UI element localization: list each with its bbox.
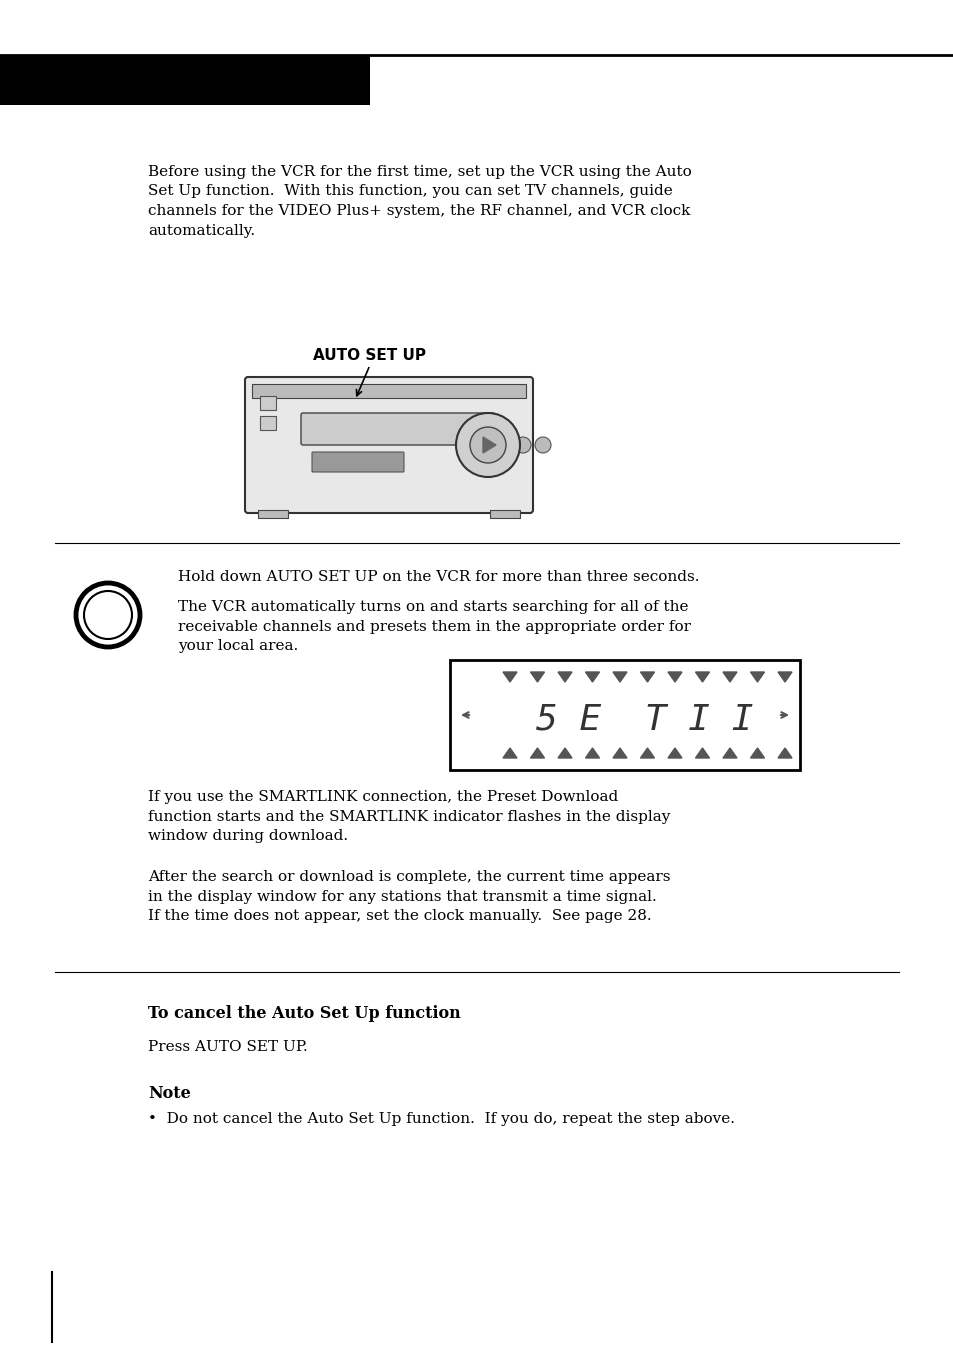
Polygon shape <box>613 748 626 758</box>
Polygon shape <box>750 748 763 758</box>
Bar <box>490 510 519 518</box>
Bar <box>450 660 800 771</box>
Text: The VCR automatically turns on and starts searching for all of the
receivable ch: The VCR automatically turns on and start… <box>178 600 690 653</box>
Text: •  Do not cancel the Auto Set Up function.  If you do, repeat the step above.: • Do not cancel the Auto Set Up function… <box>148 1111 734 1126</box>
Bar <box>257 510 288 518</box>
Bar <box>260 416 275 430</box>
Text: Press AUTO SET UP.: Press AUTO SET UP. <box>148 1040 308 1055</box>
Polygon shape <box>722 748 737 758</box>
Polygon shape <box>695 672 709 681</box>
Polygon shape <box>502 748 517 758</box>
Polygon shape <box>530 748 544 758</box>
Polygon shape <box>502 672 517 681</box>
Text: To cancel the Auto Set Up function: To cancel the Auto Set Up function <box>148 1005 460 1022</box>
Text: After the search or download is complete, the current time appears
in the displa: After the search or download is complete… <box>148 869 670 923</box>
FancyBboxPatch shape <box>245 377 533 512</box>
Polygon shape <box>482 437 496 453</box>
Text: Note: Note <box>148 1086 191 1102</box>
Polygon shape <box>750 672 763 681</box>
Bar <box>0 55 370 105</box>
Polygon shape <box>667 748 681 758</box>
Circle shape <box>470 427 505 462</box>
Circle shape <box>76 583 140 648</box>
Polygon shape <box>695 748 709 758</box>
Polygon shape <box>639 672 654 681</box>
Bar <box>260 396 275 410</box>
Bar <box>252 384 525 397</box>
Polygon shape <box>613 672 626 681</box>
Polygon shape <box>558 672 572 681</box>
Polygon shape <box>530 672 544 681</box>
Polygon shape <box>639 748 654 758</box>
FancyBboxPatch shape <box>301 412 495 445</box>
Circle shape <box>515 437 531 453</box>
FancyBboxPatch shape <box>312 452 403 472</box>
Circle shape <box>495 437 511 453</box>
Polygon shape <box>558 748 572 758</box>
Text: If you use the SMARTLINK connection, the Preset Download
function starts and the: If you use the SMARTLINK connection, the… <box>148 790 670 844</box>
Text: Before using the VCR for the first time, set up the VCR using the Auto
Set Up fu: Before using the VCR for the first time,… <box>148 165 691 238</box>
Circle shape <box>84 591 132 639</box>
Polygon shape <box>778 672 791 681</box>
Polygon shape <box>585 748 598 758</box>
Polygon shape <box>722 672 737 681</box>
Text: AUTO SET UP: AUTO SET UP <box>314 347 426 362</box>
Polygon shape <box>585 672 598 681</box>
Polygon shape <box>667 672 681 681</box>
Polygon shape <box>778 748 791 758</box>
Circle shape <box>535 437 551 453</box>
Text: 5 E  T I I: 5 E T I I <box>536 703 753 737</box>
Circle shape <box>456 412 519 477</box>
Text: Hold down AUTO SET UP on the VCR for more than three seconds.: Hold down AUTO SET UP on the VCR for mor… <box>178 571 699 584</box>
